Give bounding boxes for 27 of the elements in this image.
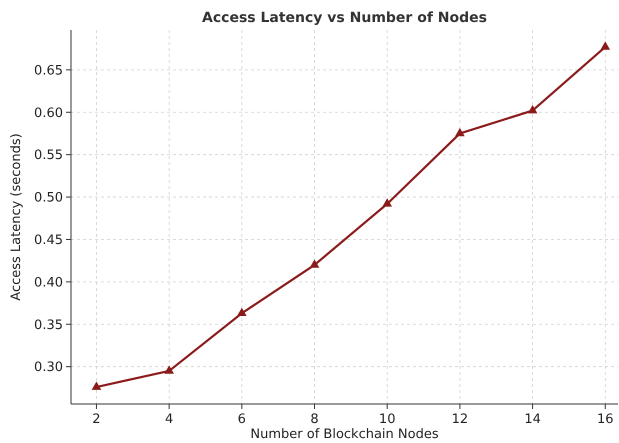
point xyxy=(310,259,320,268)
point xyxy=(455,128,465,136)
chart-title: Access Latency vs Number of Nodes xyxy=(202,10,487,26)
x-tick-label: 12 xyxy=(452,412,468,427)
point xyxy=(382,198,392,207)
x-tick-label: 2 xyxy=(92,412,101,427)
x-axis-title: Number of Blockchain Nodes xyxy=(250,427,439,442)
x-tick-label: 6 xyxy=(238,412,246,427)
y-tick-label: 0.35 xyxy=(34,318,63,333)
y-tick-label: 0.40 xyxy=(34,275,63,290)
y-axis-title: Access Latency (seconds) xyxy=(9,133,24,301)
x-tick-label: 16 xyxy=(597,412,614,427)
y-tick-label: 0.60 xyxy=(34,106,63,121)
x-tick-label: 8 xyxy=(310,412,319,427)
y-tick-label: 0.45 xyxy=(34,233,63,248)
y-tick-label: 0.65 xyxy=(34,63,63,78)
point xyxy=(92,381,102,390)
y-tick-label: 0.30 xyxy=(34,360,63,376)
x-tick-label: 10 xyxy=(378,412,396,427)
point xyxy=(528,105,538,114)
x-tick-label: 14 xyxy=(524,412,541,427)
point xyxy=(237,308,247,316)
point xyxy=(164,365,174,374)
y-tick-label: 0.55 xyxy=(34,148,63,164)
y-tick-label: 0.50 xyxy=(34,190,63,206)
point xyxy=(600,41,610,50)
x-tick-label: 4 xyxy=(164,412,174,427)
